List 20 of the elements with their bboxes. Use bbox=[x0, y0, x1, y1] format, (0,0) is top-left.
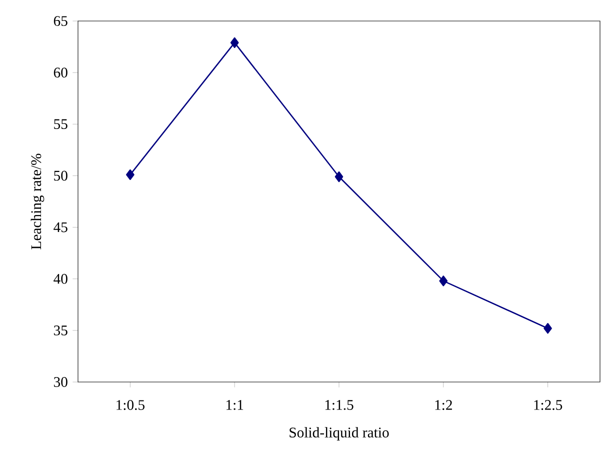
x-tick-label: 1:1 bbox=[226, 400, 244, 410]
y-tick-label: 45 bbox=[54, 222, 68, 232]
point bbox=[334, 171, 344, 182]
x-tick-label: 1:0.5 bbox=[116, 400, 144, 410]
x-tick-label: 1:2 bbox=[435, 400, 452, 410]
x-tick-label: 1:1.5 bbox=[325, 400, 354, 410]
point bbox=[544, 323, 552, 334]
x-tick-label: 1:2.5 bbox=[534, 400, 562, 410]
point bbox=[230, 37, 239, 48]
point bbox=[439, 276, 448, 286]
y-axis-title: Leaching rate/% bbox=[30, 154, 44, 250]
x-axis-title: Solid-liquid ratio bbox=[290, 427, 389, 440]
point bbox=[126, 169, 134, 180]
y-tick-label: 55 bbox=[54, 119, 68, 130]
y-tick-label: 35 bbox=[54, 326, 68, 336]
y-tick-label: 40 bbox=[54, 274, 68, 284]
y-tick-label: 65 bbox=[54, 16, 68, 26]
y-tick-label: 50 bbox=[54, 170, 68, 181]
y-tick-label: 60 bbox=[54, 68, 68, 78]
y-tick-label: 30 bbox=[54, 377, 68, 387]
